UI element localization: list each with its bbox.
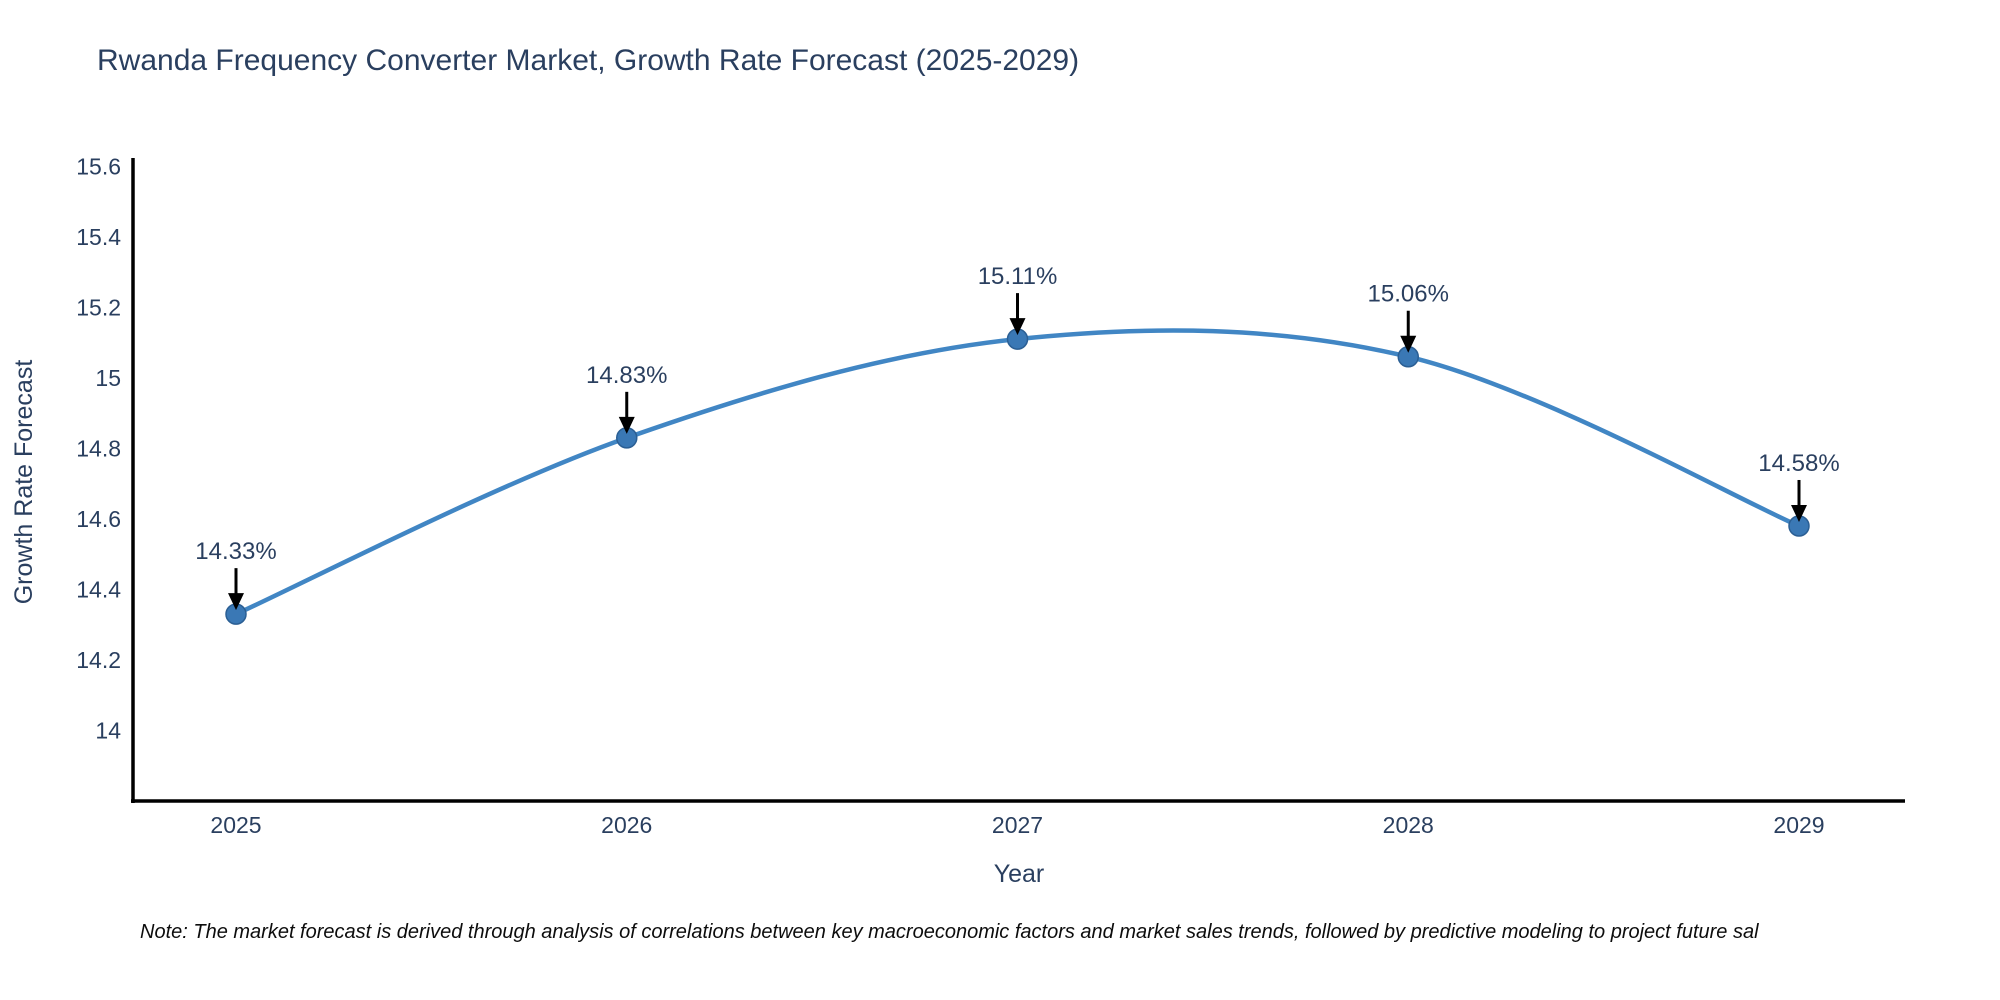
x-tick-label: 2028 <box>1383 812 1434 838</box>
annotation-arrow-head-icon <box>1791 504 1807 522</box>
data-point-label: 15.06% <box>1368 281 1449 308</box>
y-tick-label: 15.4 <box>76 224 121 250</box>
annotation-arrow-head-icon <box>1400 335 1417 353</box>
y-tick-label: 14 <box>95 717 121 743</box>
plot-area[interactable] <box>133 160 1905 801</box>
x-tick-label: 2027 <box>992 812 1043 838</box>
data-point-label: 14.33% <box>195 538 276 565</box>
y-axis-title: Growth Rate Forecast <box>10 360 38 605</box>
annotation-arrow-head-icon <box>1009 318 1026 336</box>
y-tick-label: 14.8 <box>76 435 121 461</box>
x-tick-label: 2025 <box>210 812 261 838</box>
data-point-label: 14.58% <box>1758 450 1839 477</box>
chart-title: Rwanda Frequency Converter Market, Growt… <box>97 44 1080 77</box>
annotation-arrow-head-icon <box>618 416 635 434</box>
data-point-label: 14.83% <box>586 362 667 389</box>
y-tick-label: 15 <box>95 365 121 391</box>
y-tick-label: 14.2 <box>76 647 121 673</box>
x-tick-label: 2026 <box>601 812 652 838</box>
x-tick-label: 2029 <box>1773 812 1824 838</box>
footnote: Note: The market forecast is derived thr… <box>140 921 1759 943</box>
y-tick-label: 15.6 <box>76 153 121 179</box>
data-point-label: 15.11% <box>978 263 1058 290</box>
x-axis-title: Year <box>994 860 1045 888</box>
annotation-arrow-head-icon <box>228 593 244 611</box>
y-tick-label: 14.4 <box>76 576 121 602</box>
y-tick-label: 14.6 <box>76 506 121 532</box>
y-tick-label: 15.2 <box>76 294 121 320</box>
